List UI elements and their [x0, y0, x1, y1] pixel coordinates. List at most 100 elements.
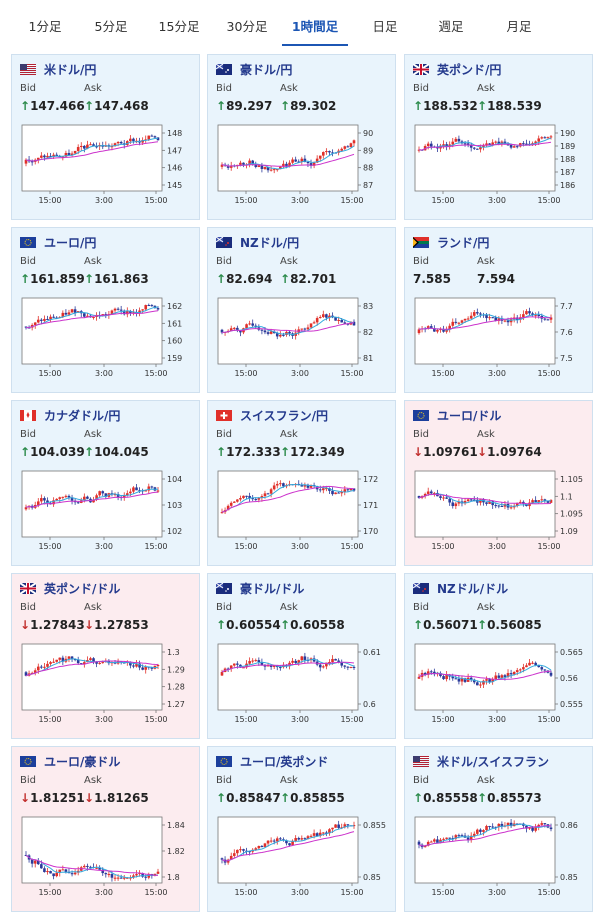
card-title[interactable]: 米ドル/スイスフラン	[413, 753, 549, 769]
mini-candle-chart[interactable]: 0.855 0.85 15:00 3:00 15:00	[216, 813, 386, 903]
pair-name[interactable]: 米ドル/円	[44, 62, 97, 77]
card-title[interactable]: 豪ドル/ドル	[216, 580, 304, 596]
card-title[interactable]: スイスフラン/円	[216, 407, 328, 423]
card-title[interactable]: ユーロ/ドル	[413, 407, 501, 423]
card-title[interactable]: 英ポンド/ドル	[20, 580, 120, 596]
y-tick-label: 170	[363, 527, 378, 536]
mini-candle-chart[interactable]: 0.86 0.85 15:00 3:00 15:00	[413, 813, 583, 903]
mini-candle-chart[interactable]: 0.61 0.6 15:00 3:00 15:00	[216, 640, 386, 730]
candle-body	[334, 824, 337, 828]
candle-body	[144, 305, 148, 310]
mini-candle-chart[interactable]: 162 161 160 159 15:00 3:00 15:00	[20, 294, 190, 384]
moving-average-line	[418, 825, 552, 847]
card-title[interactable]: ランド/円	[413, 234, 489, 250]
x-tick-label: 15:00	[340, 542, 363, 551]
bid-label: Bid	[216, 775, 232, 786]
mini-candle-chart[interactable]: 190 189 188 187 186 15:00 3:00 15:00	[413, 121, 583, 211]
tab-5[interactable]: 日足	[372, 19, 398, 34]
candle-body	[460, 320, 464, 323]
mini-candle-chart[interactable]: 1.84 1.82 1.8 15:00 3:00 15:00	[20, 813, 190, 903]
ask-label: Ask	[84, 602, 102, 613]
rate-card[interactable]: 豪ドル/ドル Bid Ask ↑0.60554 ↑0.60558 0.61 0.6 15:00…	[207, 573, 396, 739]
card-title[interactable]: 豪ドル/円	[216, 61, 292, 77]
tab-7[interactable]: 月足	[506, 19, 532, 34]
pair-name[interactable]: 米ドル/スイスフラン	[437, 754, 550, 769]
y-tick-label: 7.7	[560, 302, 573, 311]
tab-3[interactable]: 30分足	[226, 19, 268, 34]
card-title[interactable]: ユーロ/英ポンド	[216, 753, 328, 769]
pair-name[interactable]: ユーロ/豪ドル	[44, 754, 121, 769]
pair-name[interactable]: ユーロ/英ポンド	[240, 754, 329, 769]
mini-candle-chart[interactable]: 172 171 170 15:00 3:00 15:00	[216, 467, 386, 557]
pair-name[interactable]: 英ポンド/円	[437, 62, 502, 77]
tab-2[interactable]: 15分足	[158, 19, 200, 34]
rate-card[interactable]: ユーロ/ドル Bid Ask ↓1.09761 ↓1.09764 1.105 1.1 1.09…	[404, 400, 593, 566]
mini-candle-chart[interactable]: 1.105 1.1 1.095 1.09 15:00 3:00 15:00	[413, 467, 583, 557]
rate-card[interactable]: スイスフラン/円 Bid Ask ↑172.333 ↑172.349 172 171 170 1…	[207, 400, 396, 566]
card-title[interactable]: ユーロ/豪ドル	[20, 753, 120, 769]
card-title[interactable]: 米ドル/円	[20, 61, 96, 77]
ask-label: Ask	[280, 83, 298, 94]
card-title[interactable]: カナダドル/円	[20, 407, 120, 423]
mini-candle-chart[interactable]: 148 147 146 145 15:00 3:00 15:00	[20, 121, 190, 211]
candle-body	[113, 877, 117, 879]
pair-name[interactable]: NZドル/ドル	[437, 581, 509, 596]
candle-body	[129, 491, 132, 494]
arrow-up-icon: ↑	[216, 272, 227, 286]
pair-name[interactable]: ユーロ/ドル	[437, 408, 502, 423]
candle-body	[340, 492, 344, 494]
tab-0[interactable]: 1分足	[28, 19, 62, 34]
candle-body	[297, 161, 301, 163]
pair-name[interactable]: カナダドル/円	[44, 408, 121, 423]
arrow-up-icon: ↑	[280, 445, 291, 459]
card-title[interactable]: ユーロ/円	[20, 234, 96, 250]
arrow-up-icon: ↑	[216, 618, 227, 632]
rate-card[interactable]: 英ポンド/ドル Bid Ask ↓1.27843 ↓1.27853 1.3 1.29 1.28…	[11, 573, 200, 739]
candle-body	[469, 677, 473, 680]
card-title[interactable]: 英ポンド/円	[413, 61, 501, 77]
rate-card[interactable]: 英ポンド/円 Bid Ask ↑188.532 ↑188.539 190 189 188 187…	[404, 54, 593, 220]
pair-name[interactable]: スイスフラン/円	[240, 408, 329, 423]
pair-name[interactable]: 英ポンド/ドル	[44, 581, 121, 596]
pair-name[interactable]: 豪ドル/ドル	[240, 581, 305, 596]
pair-name[interactable]: ランド/円	[437, 235, 490, 250]
tab-6[interactable]: 週足	[438, 19, 464, 34]
rate-card[interactable]: ユーロ/円 Bid Ask ↑161.859 ↑161.863 162 161 160 159 1…	[11, 227, 200, 393]
bid-label: Bid	[20, 775, 36, 786]
rate-card[interactable]: NZドル/ドル Bid Ask ↑0.56071 ↑0.56085 0.565 0.56 0.…	[404, 573, 593, 739]
rate-card[interactable]: カナダドル/円 Bid Ask ↑104.039 ↑104.045 104 103 102 15…	[11, 400, 200, 566]
rate-card[interactable]: 米ドル/円 Bid Ask ↑147.466 ↑147.468 148 147 146 145 1…	[11, 54, 200, 220]
card-title[interactable]: NZドル/円	[216, 234, 299, 250]
candle-body	[429, 841, 433, 843]
x-tick-label: 15:00	[431, 715, 454, 724]
x-tick-label: 3:00	[291, 542, 309, 551]
mini-candle-chart[interactable]: 1.3 1.29 1.28 1.27 15:00 3:00 15:00	[20, 640, 190, 730]
mini-candle-chart[interactable]: 7.7 7.6 7.5 15:00 3:00 15:00	[413, 294, 583, 384]
candle-body	[494, 826, 498, 828]
card-title[interactable]: NZドル/ドル	[413, 580, 508, 596]
rate-card[interactable]: 豪ドル/円 Bid Ask ↑89.297 ↑89.302 90 89 88 87 15:00 3:…	[207, 54, 396, 220]
rate-card[interactable]: ランド/円 Bid Ask 7.585 7.594 7.7 7.6 7.5 15:00 3:00 1…	[404, 227, 593, 393]
tab-4[interactable]: 1時間足	[282, 0, 348, 46]
candle-body	[263, 167, 267, 169]
pair-name[interactable]: NZドル/円	[240, 235, 300, 250]
candle-body	[153, 136, 157, 138]
rate-card[interactable]: 米ドル/スイスフラン Bid Ask ↑0.85558 ↑0.85573 0.86 0.85…	[404, 746, 593, 912]
mini-candle-chart[interactable]: 90 89 88 87 15:00 3:00 15:00	[216, 121, 386, 211]
x-tick-label: 15:00	[537, 542, 560, 551]
pair-name[interactable]: 豪ドル/円	[240, 62, 293, 77]
candle-body	[315, 318, 319, 323]
rate-card[interactable]: ユーロ/豪ドル Bid Ask ↓1.81251 ↓1.81265 1.84 1.82 1.8…	[11, 746, 200, 912]
mini-candle-chart[interactable]: 104 103 102 15:00 3:00 15:00	[20, 467, 190, 557]
arrow-up-icon: ↑	[216, 99, 227, 113]
mini-candle-chart[interactable]: 83 82 81 15:00 3:00 15:00	[216, 294, 386, 384]
rate-card[interactable]: NZドル/円 Bid Ask ↑82.694 ↑82.701 83 82 81 15:00 3:0…	[207, 227, 396, 393]
pair-name[interactable]: ユーロ/円	[44, 235, 97, 250]
mini-candle-chart[interactable]: 0.565 0.56 0.555 15:00 3:00 15:00	[413, 640, 583, 730]
rate-card[interactable]: ユーロ/英ポンド Bid Ask ↑0.85847 ↑0.85855 0.855 0.85 1…	[207, 746, 396, 912]
candle-body	[83, 496, 86, 501]
candle-body	[36, 157, 40, 160]
tab-1[interactable]: 5分足	[94, 19, 128, 34]
x-tick-label: 15:00	[234, 888, 257, 897]
x-tick-label: 15:00	[38, 542, 61, 551]
